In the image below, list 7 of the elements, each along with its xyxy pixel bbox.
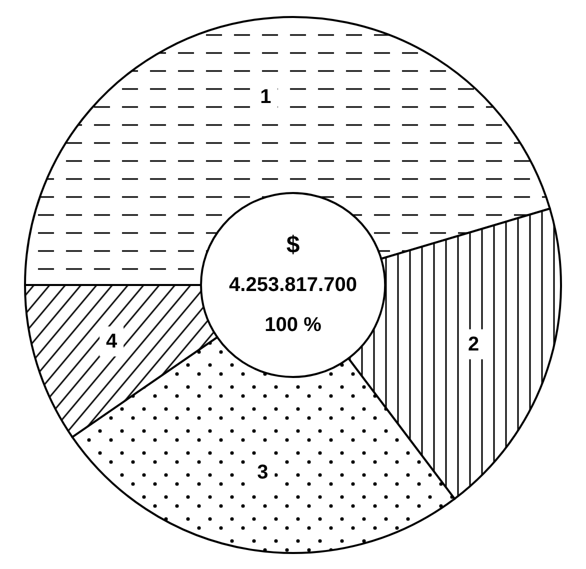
slice-label: 1 (260, 86, 272, 108)
text: 4.253.817.700 (229, 274, 357, 296)
text: 100 % (264, 314, 322, 336)
slice-label: 4 (106, 330, 118, 352)
text: $ (286, 232, 300, 258)
slice-label: 2 (468, 333, 480, 356)
slice-label: 3 (257, 462, 268, 484)
